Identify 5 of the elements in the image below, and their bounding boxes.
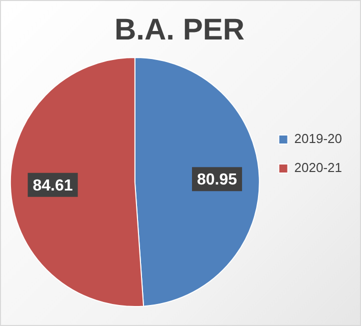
chart-title: B.A. PER	[114, 13, 245, 46]
legend-label: 2019-20	[294, 131, 342, 146]
data-label: 84.61	[32, 177, 73, 194]
data-label: 80.95	[196, 172, 238, 189]
legend-label: 2020-21	[294, 160, 342, 176]
